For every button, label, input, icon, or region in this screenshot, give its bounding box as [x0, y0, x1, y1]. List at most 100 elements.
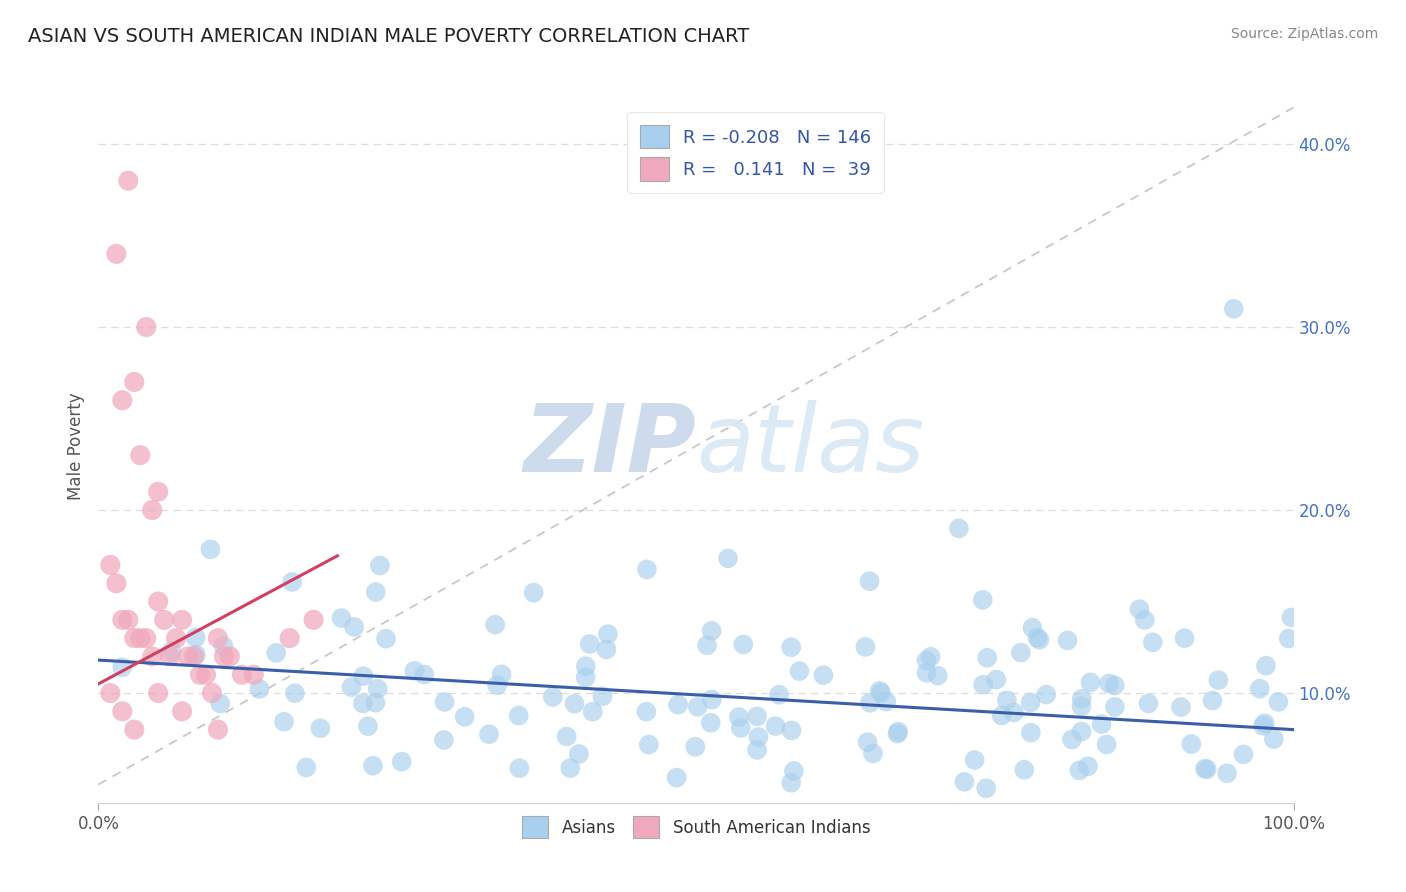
- Point: [165, 631, 187, 645]
- Legend: Asians, South American Indians: Asians, South American Indians: [515, 810, 877, 845]
- Point: [1021, 621, 1043, 635]
- Point: [915, 653, 938, 667]
- Point: [582, 705, 605, 719]
- Point: [1195, 762, 1218, 776]
- Point: [1026, 631, 1049, 645]
- Point: [1060, 732, 1083, 747]
- Point: [700, 692, 723, 706]
- Point: [733, 637, 755, 651]
- Point: [453, 710, 475, 724]
- Point: [555, 730, 578, 744]
- Point: [813, 668, 835, 682]
- Point: [249, 681, 271, 696]
- Point: [1133, 613, 1156, 627]
- Point: [875, 695, 897, 709]
- Point: [745, 743, 768, 757]
- Point: [352, 697, 374, 711]
- Point: [284, 686, 307, 700]
- Point: [972, 677, 994, 691]
- Point: [972, 592, 994, 607]
- Point: [364, 585, 387, 599]
- Point: [264, 646, 287, 660]
- Point: [578, 637, 600, 651]
- Point: [963, 753, 986, 767]
- Point: [148, 484, 170, 499]
- Point: [484, 617, 506, 632]
- Point: [295, 760, 318, 774]
- Point: [433, 733, 456, 747]
- Point: [135, 631, 157, 645]
- Point: [859, 574, 882, 589]
- Point: [886, 726, 908, 740]
- Point: [853, 640, 876, 654]
- Point: [859, 696, 882, 710]
- Point: [111, 704, 134, 718]
- Point: [209, 697, 232, 711]
- Point: [568, 747, 591, 761]
- Point: [117, 174, 139, 188]
- Point: [172, 704, 194, 718]
- Point: [98, 686, 122, 700]
- Point: [508, 708, 530, 723]
- Point: [780, 640, 803, 655]
- Point: [765, 719, 787, 733]
- Point: [1070, 691, 1092, 706]
- Point: [129, 631, 152, 645]
- Point: [1251, 719, 1274, 733]
- Point: [135, 320, 157, 334]
- Point: [575, 659, 598, 673]
- Point: [1002, 706, 1025, 720]
- Point: [1088, 814, 1111, 829]
- Point: [1216, 766, 1239, 780]
- Point: [595, 642, 617, 657]
- Point: [478, 727, 501, 741]
- Point: [560, 761, 582, 775]
- Point: [391, 755, 413, 769]
- Point: [141, 649, 163, 664]
- Point: [523, 585, 546, 599]
- Point: [433, 695, 456, 709]
- Point: [1035, 688, 1057, 702]
- Point: [364, 696, 387, 710]
- Point: [124, 723, 146, 737]
- Point: [666, 698, 689, 712]
- Point: [309, 721, 332, 735]
- Point: [124, 631, 146, 645]
- Point: [212, 639, 235, 653]
- Point: [195, 667, 218, 681]
- Point: [1279, 610, 1302, 624]
- Point: [862, 747, 884, 761]
- Point: [184, 631, 207, 645]
- Point: [330, 611, 353, 625]
- Point: [696, 638, 718, 652]
- Point: [184, 648, 207, 662]
- Point: [665, 771, 688, 785]
- Point: [1208, 673, 1230, 687]
- Point: [1080, 675, 1102, 690]
- Point: [200, 542, 222, 557]
- Point: [177, 649, 200, 664]
- Point: [1223, 301, 1246, 316]
- Point: [1128, 602, 1150, 616]
- Point: [948, 521, 970, 535]
- Point: [278, 631, 301, 645]
- Point: [915, 665, 938, 680]
- Point: [201, 686, 224, 700]
- Point: [995, 693, 1018, 707]
- Point: [856, 735, 879, 749]
- Point: [1173, 631, 1195, 645]
- Point: [1232, 747, 1254, 762]
- Point: [207, 723, 229, 737]
- Point: [1095, 738, 1118, 752]
- Point: [990, 708, 1012, 723]
- Point: [273, 714, 295, 729]
- Point: [231, 667, 253, 681]
- Point: [357, 719, 380, 733]
- Point: [343, 620, 366, 634]
- Point: [596, 627, 619, 641]
- Point: [1070, 699, 1092, 714]
- Point: [352, 669, 374, 683]
- Point: [188, 667, 211, 681]
- Point: [869, 684, 891, 698]
- Point: [986, 673, 1008, 687]
